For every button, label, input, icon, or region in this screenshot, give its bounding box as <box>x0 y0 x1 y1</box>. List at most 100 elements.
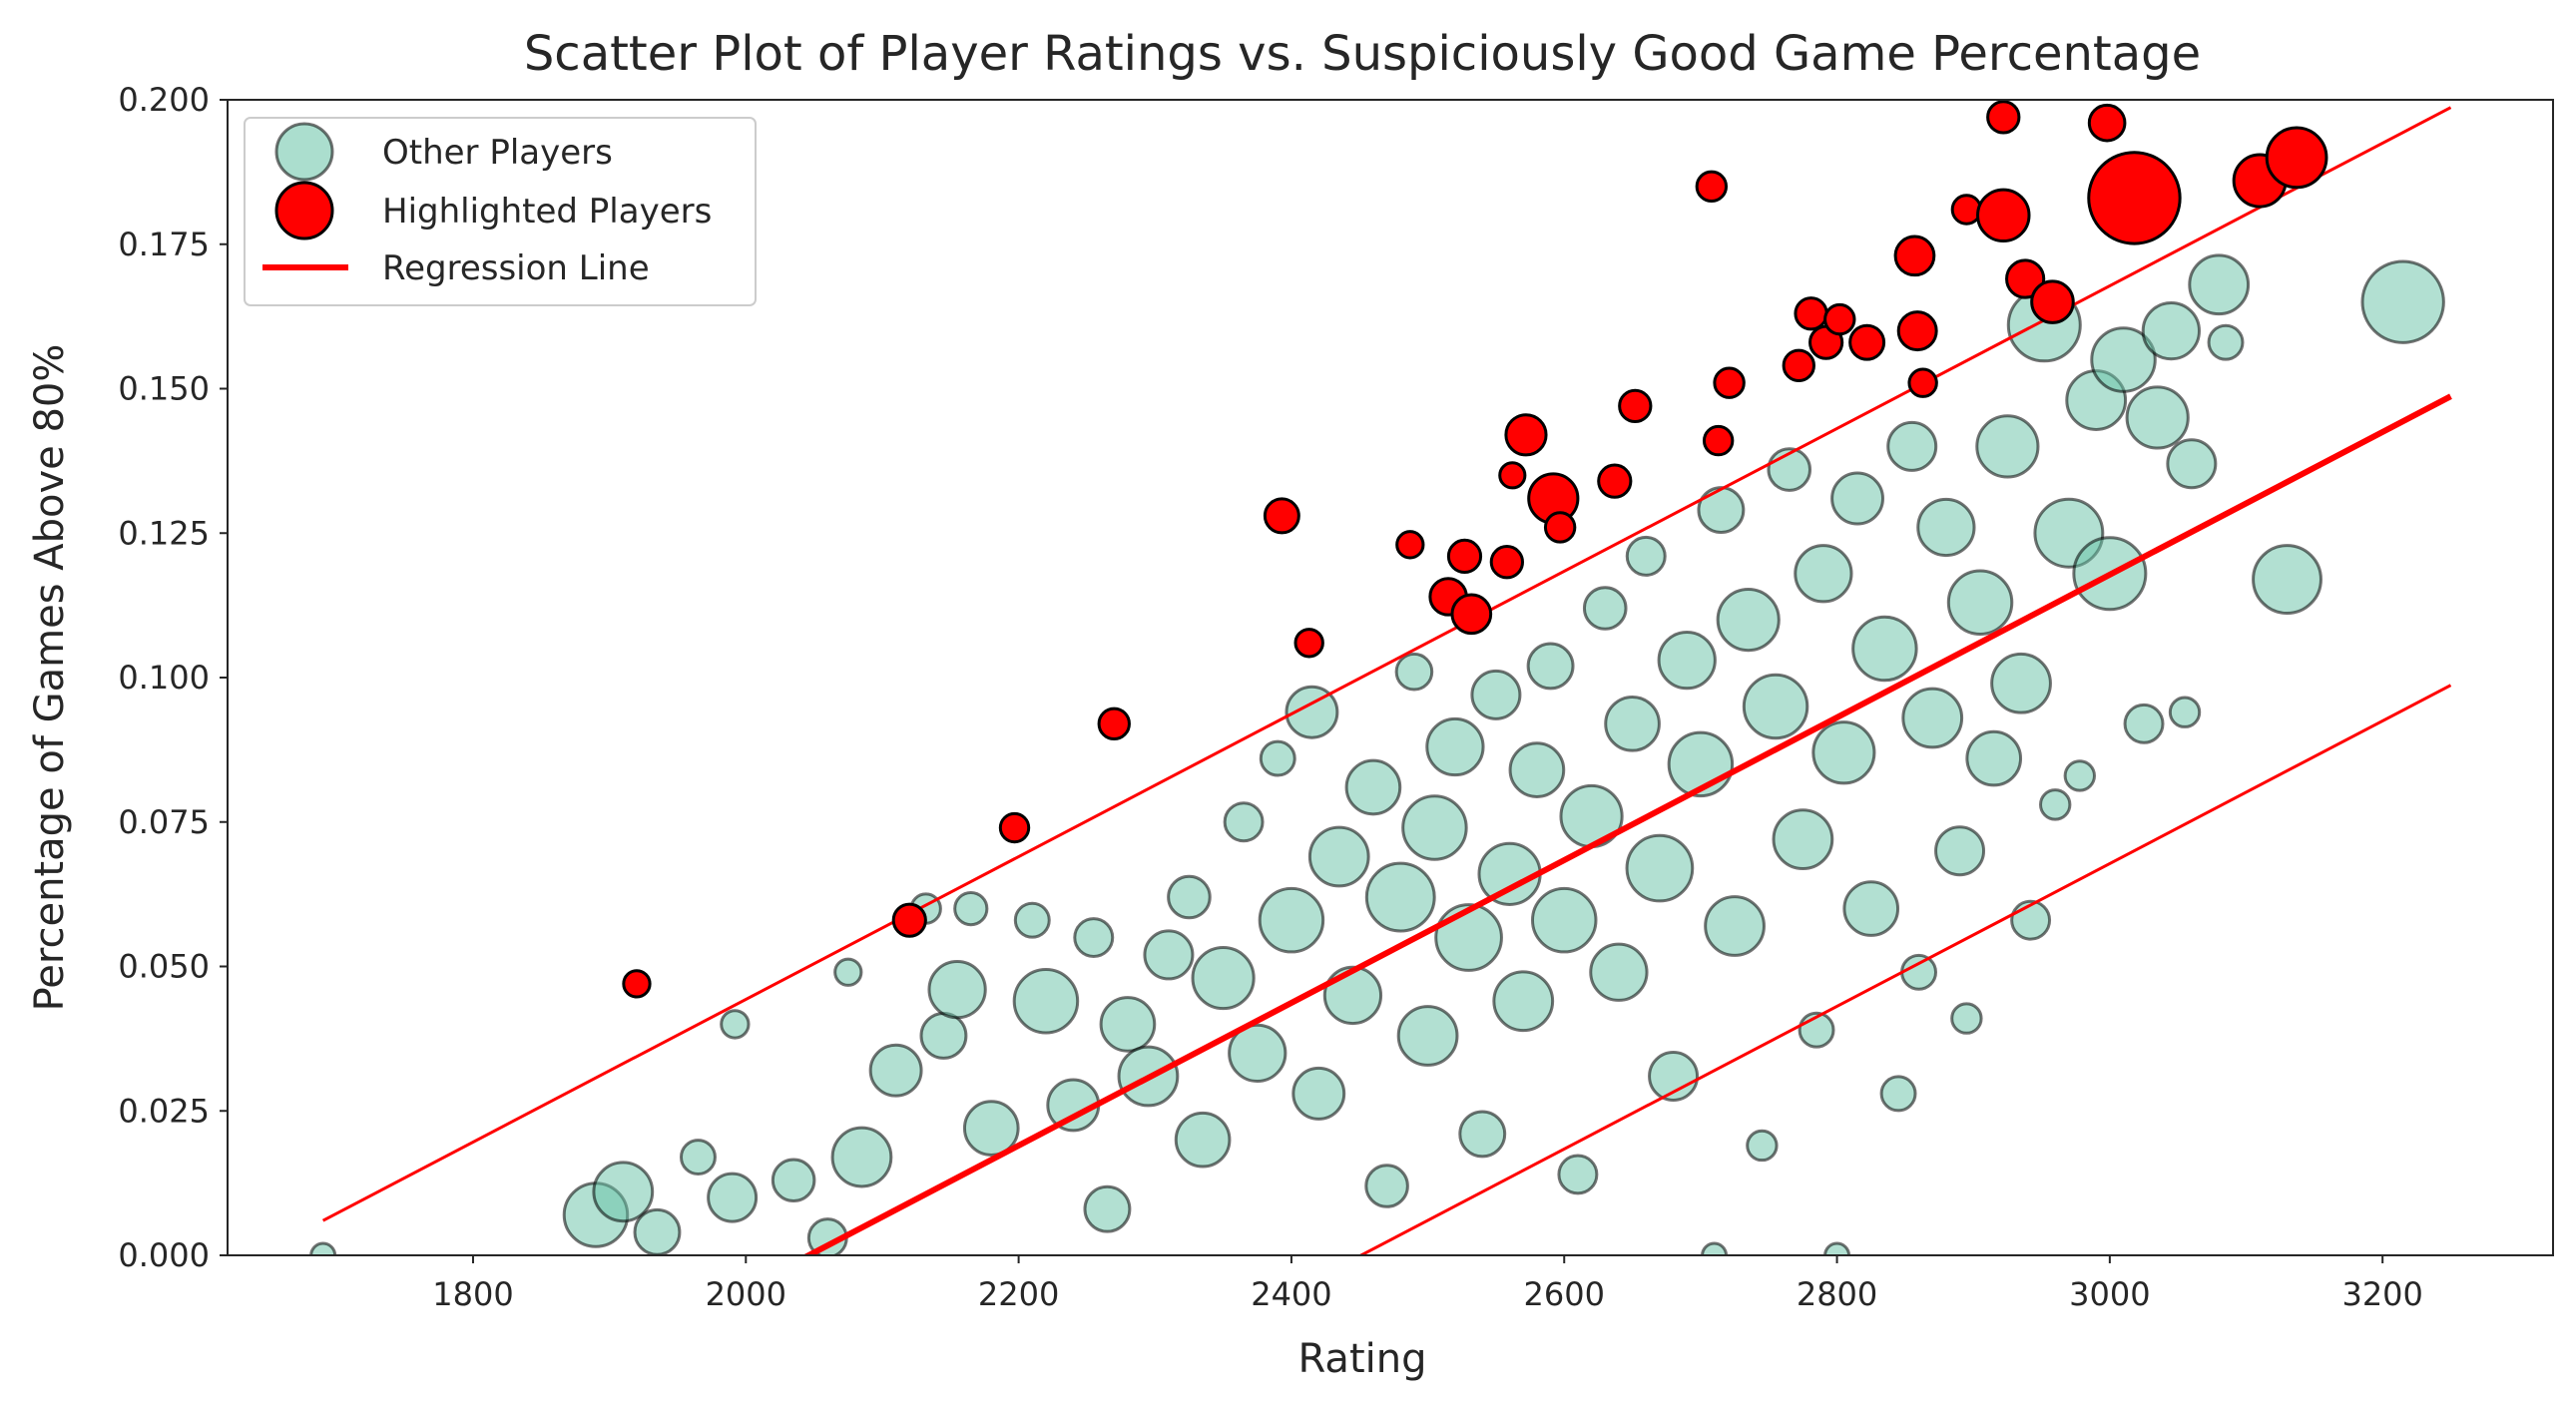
other-player-point <box>1772 808 1834 871</box>
highlighted-player-point <box>1293 628 1324 659</box>
other-player-point <box>707 1172 759 1223</box>
x-axis-title: Rating <box>1298 1336 1427 1382</box>
other-player-point <box>1099 996 1157 1053</box>
other-player-point <box>1946 569 2014 636</box>
other-player-point <box>1742 673 1809 740</box>
other-player-point <box>1425 716 1485 777</box>
other-player-point <box>2360 259 2445 344</box>
other-player-point <box>1830 471 1885 526</box>
y-tick-label: 0.025 <box>118 1092 210 1130</box>
other-player-point <box>1291 1066 1346 1121</box>
other-players-layer <box>309 253 2445 1255</box>
highlighted-player-point <box>1713 366 1746 399</box>
other-player-point <box>1701 1241 1729 1255</box>
highlighted-player-point <box>622 969 652 999</box>
other-player-point <box>1364 1164 1409 1208</box>
legend-marker-highlighted-players <box>274 181 334 240</box>
highlighted-players-layer <box>622 100 2328 999</box>
other-player-point <box>1716 588 1781 653</box>
highlighted-player-point <box>1597 463 1633 499</box>
highlighted-player-point <box>2030 279 2075 324</box>
other-player-point <box>1394 652 1434 692</box>
other-player-point <box>1916 497 1976 558</box>
highlighted-player-point <box>1450 593 1493 636</box>
other-player-point <box>1557 1154 1599 1195</box>
other-player-point <box>1625 833 1695 903</box>
other-player-point <box>1879 1075 1917 1113</box>
other-player-point <box>1582 586 1628 631</box>
highlighted-player-point <box>1489 545 1524 580</box>
other-player-point <box>1625 535 1667 577</box>
other-player-point <box>1704 895 1766 957</box>
highlighted-player-point <box>1986 100 2021 135</box>
other-player-point <box>1364 861 1436 933</box>
highlighted-player-point <box>1702 424 1735 457</box>
other-player-point <box>1344 758 1402 816</box>
x-tick-label: 2600 <box>1524 1275 1605 1313</box>
legend-label-regression-line: Regression Line <box>382 248 650 288</box>
regression-upper-band <box>321 106 2452 1222</box>
x-tick-label: 3200 <box>2341 1275 2422 1313</box>
other-player-point <box>1073 917 1115 959</box>
y-tick-label: 0.175 <box>118 226 210 263</box>
highlighted-player-point <box>891 902 927 938</box>
x-axis: 1800 2000 2200 2400 2600 2800 3000 3200 <box>432 1255 2423 1313</box>
other-player-point <box>1458 1110 1507 1159</box>
regression-line <box>801 393 2452 1255</box>
highlighted-player-point <box>1893 235 1936 277</box>
y-tick-label: 0.075 <box>118 803 210 841</box>
other-player-point <box>1697 486 1746 535</box>
other-player-point <box>2125 385 2190 450</box>
legend-box <box>244 117 757 306</box>
x-tick-label: 1800 <box>432 1275 513 1313</box>
plot-area <box>309 100 2452 1255</box>
highlighted-player-point <box>1896 310 1938 352</box>
highlighted-player-point <box>1695 170 1729 204</box>
highlighted-player-point <box>1097 706 1131 740</box>
other-player-point <box>1604 695 1661 752</box>
other-player-point <box>1470 669 1522 720</box>
other-player-point <box>2188 253 2251 316</box>
other-player-point <box>833 957 863 987</box>
other-player-point <box>720 1009 751 1040</box>
other-player-point <box>1842 880 1900 937</box>
other-player-point <box>1191 945 1256 1011</box>
other-player-point <box>1990 652 2052 714</box>
other-player-point <box>1965 729 2023 787</box>
chart-title: Scatter Plot of Player Ratings vs. Suspi… <box>524 26 2201 82</box>
y-tick-label: 0.000 <box>118 1236 210 1274</box>
highlighted-player-point <box>2087 103 2127 143</box>
other-player-point <box>2252 544 2322 616</box>
other-player-point <box>1259 739 1296 777</box>
other-player-point <box>2168 696 2202 728</box>
other-player-point <box>1492 970 1555 1033</box>
other-player-point <box>1258 886 1325 954</box>
legend: Other Players Highlighted Players Regres… <box>244 117 757 306</box>
other-player-point <box>1143 929 1195 981</box>
other-player-point <box>1477 841 1542 906</box>
other-player-point <box>1285 685 1339 739</box>
y-tick-label: 0.200 <box>118 81 210 119</box>
highlighted-player-point <box>1543 511 1577 544</box>
other-player-point <box>962 1100 1020 1157</box>
other-player-point <box>679 1139 717 1177</box>
x-tick-label: 2400 <box>1251 1275 1331 1313</box>
other-player-point <box>953 891 989 927</box>
other-player-point <box>1223 801 1265 843</box>
other-player-point <box>1886 420 1938 472</box>
highlighted-player-point <box>1446 538 1483 575</box>
other-player-point <box>1657 630 1717 691</box>
highlighted-player-point <box>1504 413 1548 457</box>
other-player-point <box>633 1207 682 1255</box>
highlighted-player-point <box>1794 296 1828 331</box>
other-player-point <box>1851 615 1918 683</box>
legend-label-highlighted-players: Highlighted Players <box>382 192 712 232</box>
highlighted-player-point <box>1976 188 2031 243</box>
other-player-point <box>1167 874 1212 920</box>
other-player-point <box>868 1043 923 1098</box>
other-player-point <box>919 1012 968 1060</box>
other-player-point <box>1900 953 1938 991</box>
other-player-point <box>1526 642 1575 691</box>
